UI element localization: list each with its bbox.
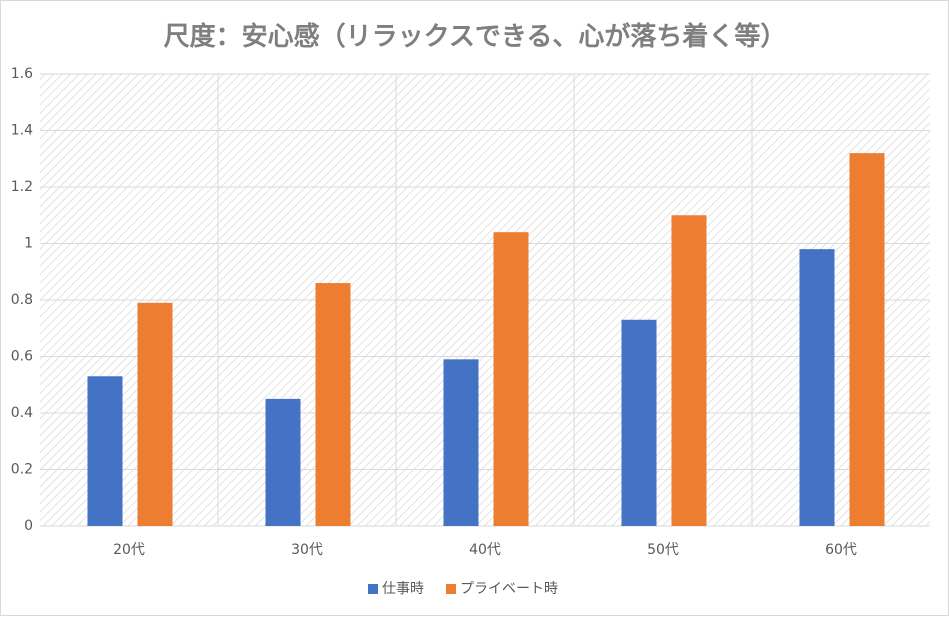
- y-tick-label: 0.4: [11, 405, 33, 421]
- bar: [443, 359, 479, 526]
- bar: [137, 302, 173, 526]
- y-tick-label: 1.4: [11, 123, 33, 139]
- legend-label: プライベート時: [460, 581, 558, 597]
- x-tick-label: 40代: [469, 542, 501, 558]
- chart-title: 尺度：安心感（リラックスできる、心が落ち着く等）: [164, 21, 787, 52]
- bar: [849, 153, 885, 526]
- y-tick-label: 1.6: [11, 66, 33, 82]
- y-tick-label: 0.2: [11, 462, 33, 478]
- bar: [799, 249, 835, 526]
- y-tick-label: 0.8: [11, 292, 33, 308]
- bar: [621, 319, 657, 526]
- y-tick-label: 1: [24, 236, 33, 252]
- bar: [87, 376, 123, 526]
- legend-swatch: [446, 584, 456, 594]
- x-tick-label: 60代: [825, 542, 857, 558]
- x-tick-label: 50代: [647, 542, 679, 558]
- legend-label: 仕事時: [382, 581, 424, 597]
- bar: [493, 232, 529, 526]
- bar: [315, 283, 351, 526]
- x-tick-label: 20代: [113, 542, 145, 558]
- y-tick-label: 0.6: [11, 349, 33, 365]
- bar: [265, 398, 301, 526]
- y-tick-label: 0: [24, 518, 33, 534]
- bar: [671, 215, 707, 526]
- y-tick-label: 1.2: [11, 179, 33, 195]
- x-tick-label: 30代: [291, 542, 323, 558]
- legend-swatch: [368, 584, 378, 594]
